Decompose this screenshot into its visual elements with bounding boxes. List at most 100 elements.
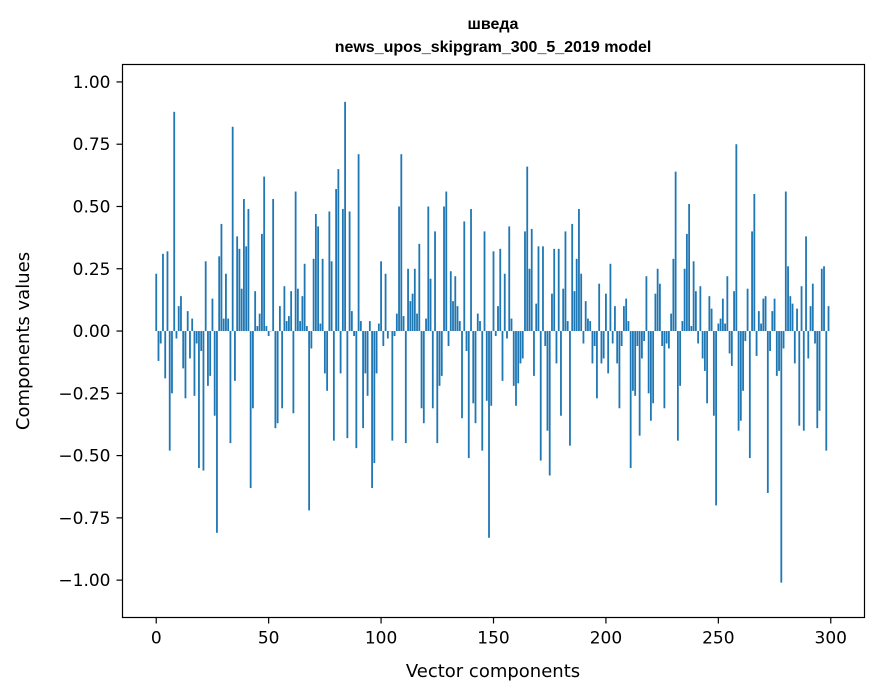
bar [625,298,628,332]
bar [321,258,324,332]
bar [674,171,677,332]
bar [805,236,807,332]
bar [265,326,268,332]
bar [598,283,601,332]
bar [519,331,522,364]
bar [775,331,778,376]
bar [582,331,585,344]
bar [638,331,641,436]
bar [645,276,648,332]
bar [339,331,342,374]
bar [807,331,810,359]
x-axis-ticks: 0 50 100 150 200 250 300 [151,617,847,649]
bar [328,211,331,332]
bar [155,273,158,332]
bar [508,226,511,332]
bar [564,231,567,332]
bar [602,331,605,359]
bar [366,331,369,396]
bar [391,331,394,441]
bar [301,296,304,332]
bar [535,303,538,332]
bar [357,154,360,332]
bar [526,166,529,332]
bar [623,306,625,332]
bar [159,331,162,344]
bar [485,331,488,401]
bar [461,331,463,419]
bar [341,208,344,332]
bar [715,331,717,506]
bar [562,288,565,332]
bar [557,248,560,332]
bar [465,331,468,351]
bar [823,266,825,332]
bar [186,311,189,332]
bar [292,331,295,414]
chart-title: шведа [468,16,519,33]
bar [479,321,481,332]
bar [530,228,533,332]
chart-subtitle: news_upos_skipgram_300_5_2019 model [335,39,652,56]
bar [238,248,241,332]
bar [688,204,691,332]
y-tick-label: 0.75 [73,135,111,155]
bar [611,331,614,344]
bar [256,326,259,332]
bar [728,331,731,354]
bar [548,331,551,476]
bar [427,206,430,332]
bar [753,194,756,332]
bar [620,331,623,346]
bar [663,331,666,409]
bar [571,223,574,332]
bar [643,331,646,341]
bar [245,246,248,332]
bar [555,331,558,364]
bar [348,211,351,332]
bar [661,331,664,346]
bar [667,331,670,349]
bar [685,233,688,332]
bar [463,221,466,332]
bar [569,331,571,446]
bar [247,208,250,332]
x-tick-label: 200 [590,629,622,649]
bar [447,331,450,346]
bar [596,331,598,399]
bar [312,258,315,332]
bar [236,236,239,332]
bar [542,246,544,332]
bar [317,226,320,332]
bar [744,331,747,341]
bar [252,331,254,409]
bar [497,306,499,332]
bar [539,331,542,461]
bar [355,331,358,449]
bar [418,243,421,332]
bar [175,331,178,339]
bar [683,268,686,332]
bar [481,331,484,451]
bar [443,206,445,332]
bar [431,331,434,409]
bar [456,306,459,332]
bar [733,291,735,332]
bar [515,331,517,406]
bar [553,248,556,332]
bar [717,323,720,332]
bar [501,331,504,381]
bar [521,331,524,359]
bar [811,283,814,332]
bar [825,331,828,451]
y-tick-label: −0.75 [58,509,110,529]
bar [778,331,780,371]
bar [416,313,418,332]
bar [697,331,700,344]
bar [454,276,457,332]
bar [670,313,673,332]
bar [258,313,261,332]
bar [652,331,655,404]
bar [375,331,378,374]
bar [449,271,452,332]
